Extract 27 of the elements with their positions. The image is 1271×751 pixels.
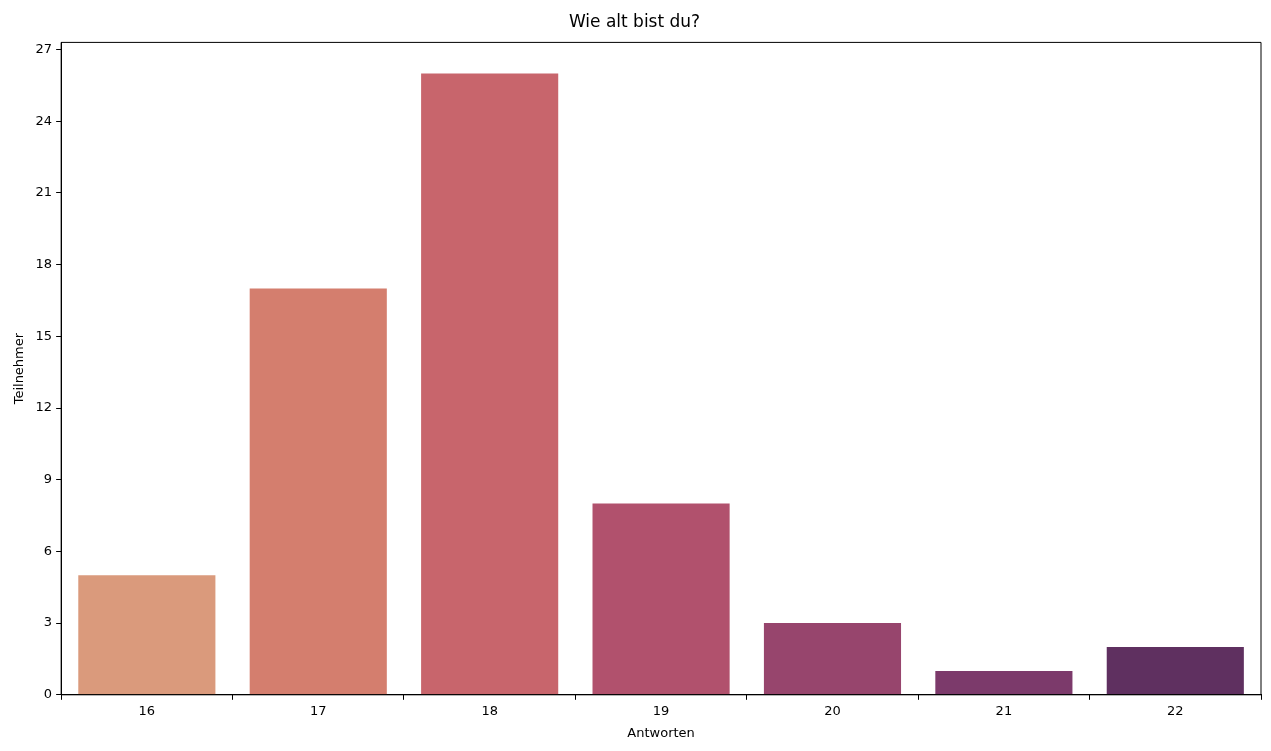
y-tick-label: 21 (35, 184, 53, 200)
y-tick-label: 15 (35, 327, 53, 343)
x-tick-label: 22 (1167, 702, 1184, 718)
bar (78, 575, 216, 695)
x-tick-label: 20 (824, 702, 841, 718)
bar (763, 623, 902, 695)
bar (1106, 647, 1244, 695)
x-tick-label: 18 (481, 702, 498, 718)
x-tick-label: 16 (138, 702, 156, 718)
y-tick-label: 24 (35, 112, 53, 128)
chart-title: Wie alt bist du? (568, 10, 701, 31)
y-tick-label: 18 (35, 256, 53, 272)
y-tick-label: 12 (35, 399, 53, 415)
x-tick-label: 19 (652, 702, 670, 718)
bar (935, 670, 1073, 695)
y-axis-title: Teilnehmer (11, 332, 27, 406)
x-axis-title: Antworten (627, 724, 695, 740)
bar (421, 73, 559, 695)
y-tick-label: 0 (43, 686, 53, 702)
y-tick-label: 3 (43, 614, 53, 630)
y-tick-label: 9 (43, 471, 53, 487)
y-tick-label: 6 (43, 542, 53, 558)
bar (249, 288, 387, 695)
bar (592, 503, 730, 695)
x-tick-label: 17 (309, 702, 327, 718)
x-tick-label: 21 (995, 702, 1013, 718)
y-tick-label: 27 (35, 40, 53, 56)
